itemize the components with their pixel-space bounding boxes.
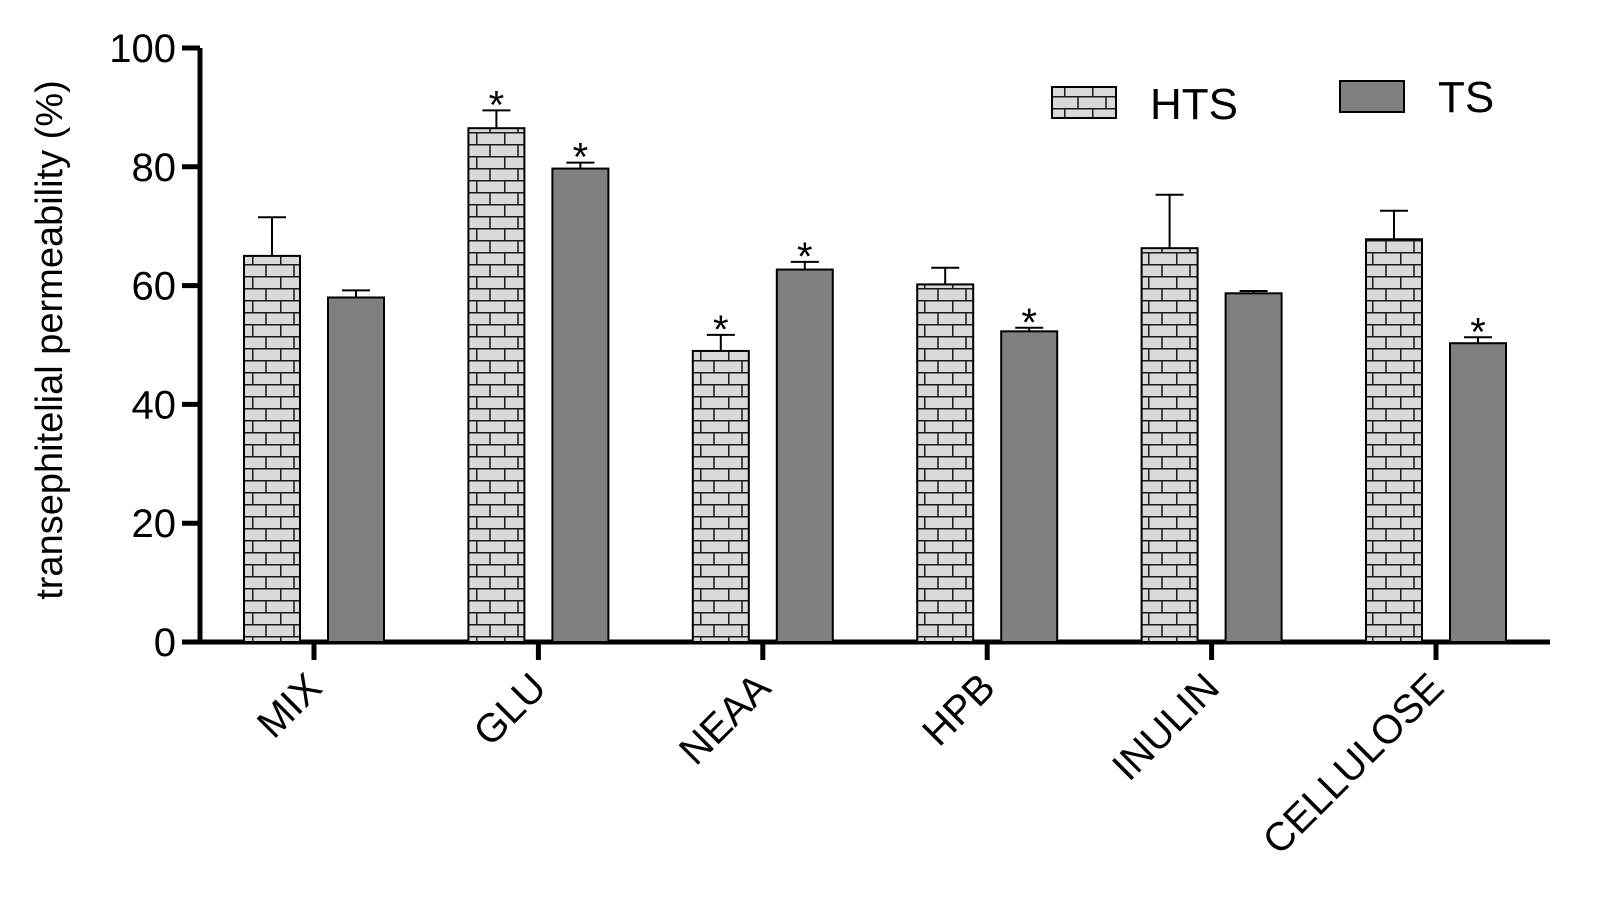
bar-hts-inulin [1140, 247, 1199, 643]
legend: HTS TS [1051, 73, 1494, 129]
y-tick-label: 60 [132, 265, 177, 309]
bar-ts-cellulose [1449, 342, 1507, 643]
x-category-label: MIX [249, 665, 330, 746]
bar-hts-neaa [691, 349, 750, 643]
bar-hts-mix [243, 254, 301, 643]
significance-marker: * [1021, 301, 1037, 345]
significance-marker: * [797, 235, 813, 279]
y-axis-title: transephitelial permeability (%) [29, 80, 71, 600]
legend-swatch-ts [1339, 80, 1405, 113]
legend-label-hts: HTS [1150, 80, 1238, 129]
significance-marker: * [573, 136, 589, 180]
significance-marker: * [1470, 310, 1486, 354]
significance-marker: * [713, 308, 729, 352]
bar-ts-hpb [1000, 330, 1059, 643]
x-category-label: GLU [465, 665, 554, 754]
bar-ts-inulin [1224, 292, 1283, 643]
x-axis: MIX GLU NEAA HPB INULIN CELLULOSE [198, 639, 1550, 863]
x-category-label: NEAA [671, 665, 779, 773]
bar-ts-mix [327, 296, 385, 643]
legend-label-ts: TS [1438, 73, 1494, 122]
y-axis: 0 20 40 60 80 100 [109, 27, 203, 665]
y-tick-label: 100 [109, 27, 176, 71]
y-tick-label: 80 [132, 146, 177, 190]
x-category-label: INULIN [1104, 665, 1228, 789]
bar-ts-neaa [775, 268, 834, 643]
bar-hts-glu [467, 127, 526, 643]
bar-hts-cellulose [1365, 238, 1423, 643]
legend-swatch-hts [1051, 86, 1117, 119]
y-tick-label: 40 [132, 383, 177, 427]
significance-marker: * [489, 83, 505, 127]
x-category-label: CELLULOSE [1255, 665, 1453, 863]
y-tick-label: 0 [154, 621, 176, 665]
bar-ts-glu [551, 167, 610, 643]
y-tick-label: 20 [132, 502, 177, 546]
x-category-label: HPB [914, 665, 1003, 754]
bar-hts-hpb [916, 283, 975, 643]
bars: * * * * * * [243, 83, 1507, 643]
